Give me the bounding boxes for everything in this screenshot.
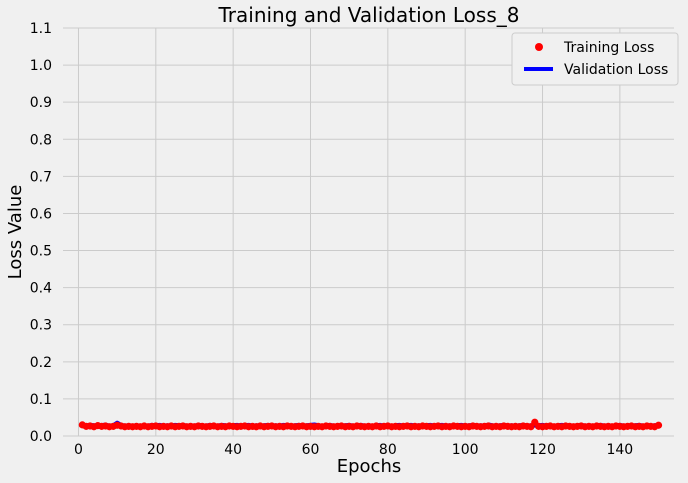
series-layer [78,418,663,431]
training-loss-point [654,421,663,429]
x-tick-label: 40 [224,442,242,458]
legend-label-validation: Validation Loss [564,62,668,78]
y-tick-label: 1.1 [30,21,52,37]
x-tick-label: 140 [606,442,633,458]
y-tick-label: 0.4 [30,281,52,297]
x-tick-label: 20 [147,442,165,458]
y-tick-label: 0.8 [30,132,52,148]
y-tick-label: 0.5 [30,244,52,260]
x-axis-ticks: 0 20 40 60 80 100 120 140 [74,442,633,458]
y-tick-label: 0.2 [30,355,52,371]
x-tick-label: 120 [529,442,556,458]
chart-title: Training and Validation Loss_8 [218,3,520,27]
x-tick-label: 60 [302,442,320,458]
y-tick-label: 1.0 [30,58,52,74]
legend: Training Loss Validation Loss [511,32,679,86]
legend-marker-training [535,43,543,51]
y-tick-label: 0.0 [30,429,52,445]
y-tick-label: 0.3 [30,318,52,334]
legend-label-training: Training Loss [563,40,654,56]
y-tick-label: 0.1 [30,392,52,408]
y-tick-label: 0.9 [30,95,52,111]
legend-box [511,32,679,86]
x-axis-title: Epochs [337,456,402,477]
y-tick-label: 0.6 [30,206,52,222]
y-axis-title: Loss Value [5,185,26,280]
y-tick-label: 0.7 [30,169,52,185]
x-tick-label: 0 [74,442,83,458]
y-axis-ticks: 0.0 0.1 0.2 0.3 0.4 0.5 0.6 0.7 0.8 0.9 1.0 1.1 [30,21,52,445]
x-tick-label: 80 [379,442,397,458]
x-tick-label: 100 [452,442,479,458]
